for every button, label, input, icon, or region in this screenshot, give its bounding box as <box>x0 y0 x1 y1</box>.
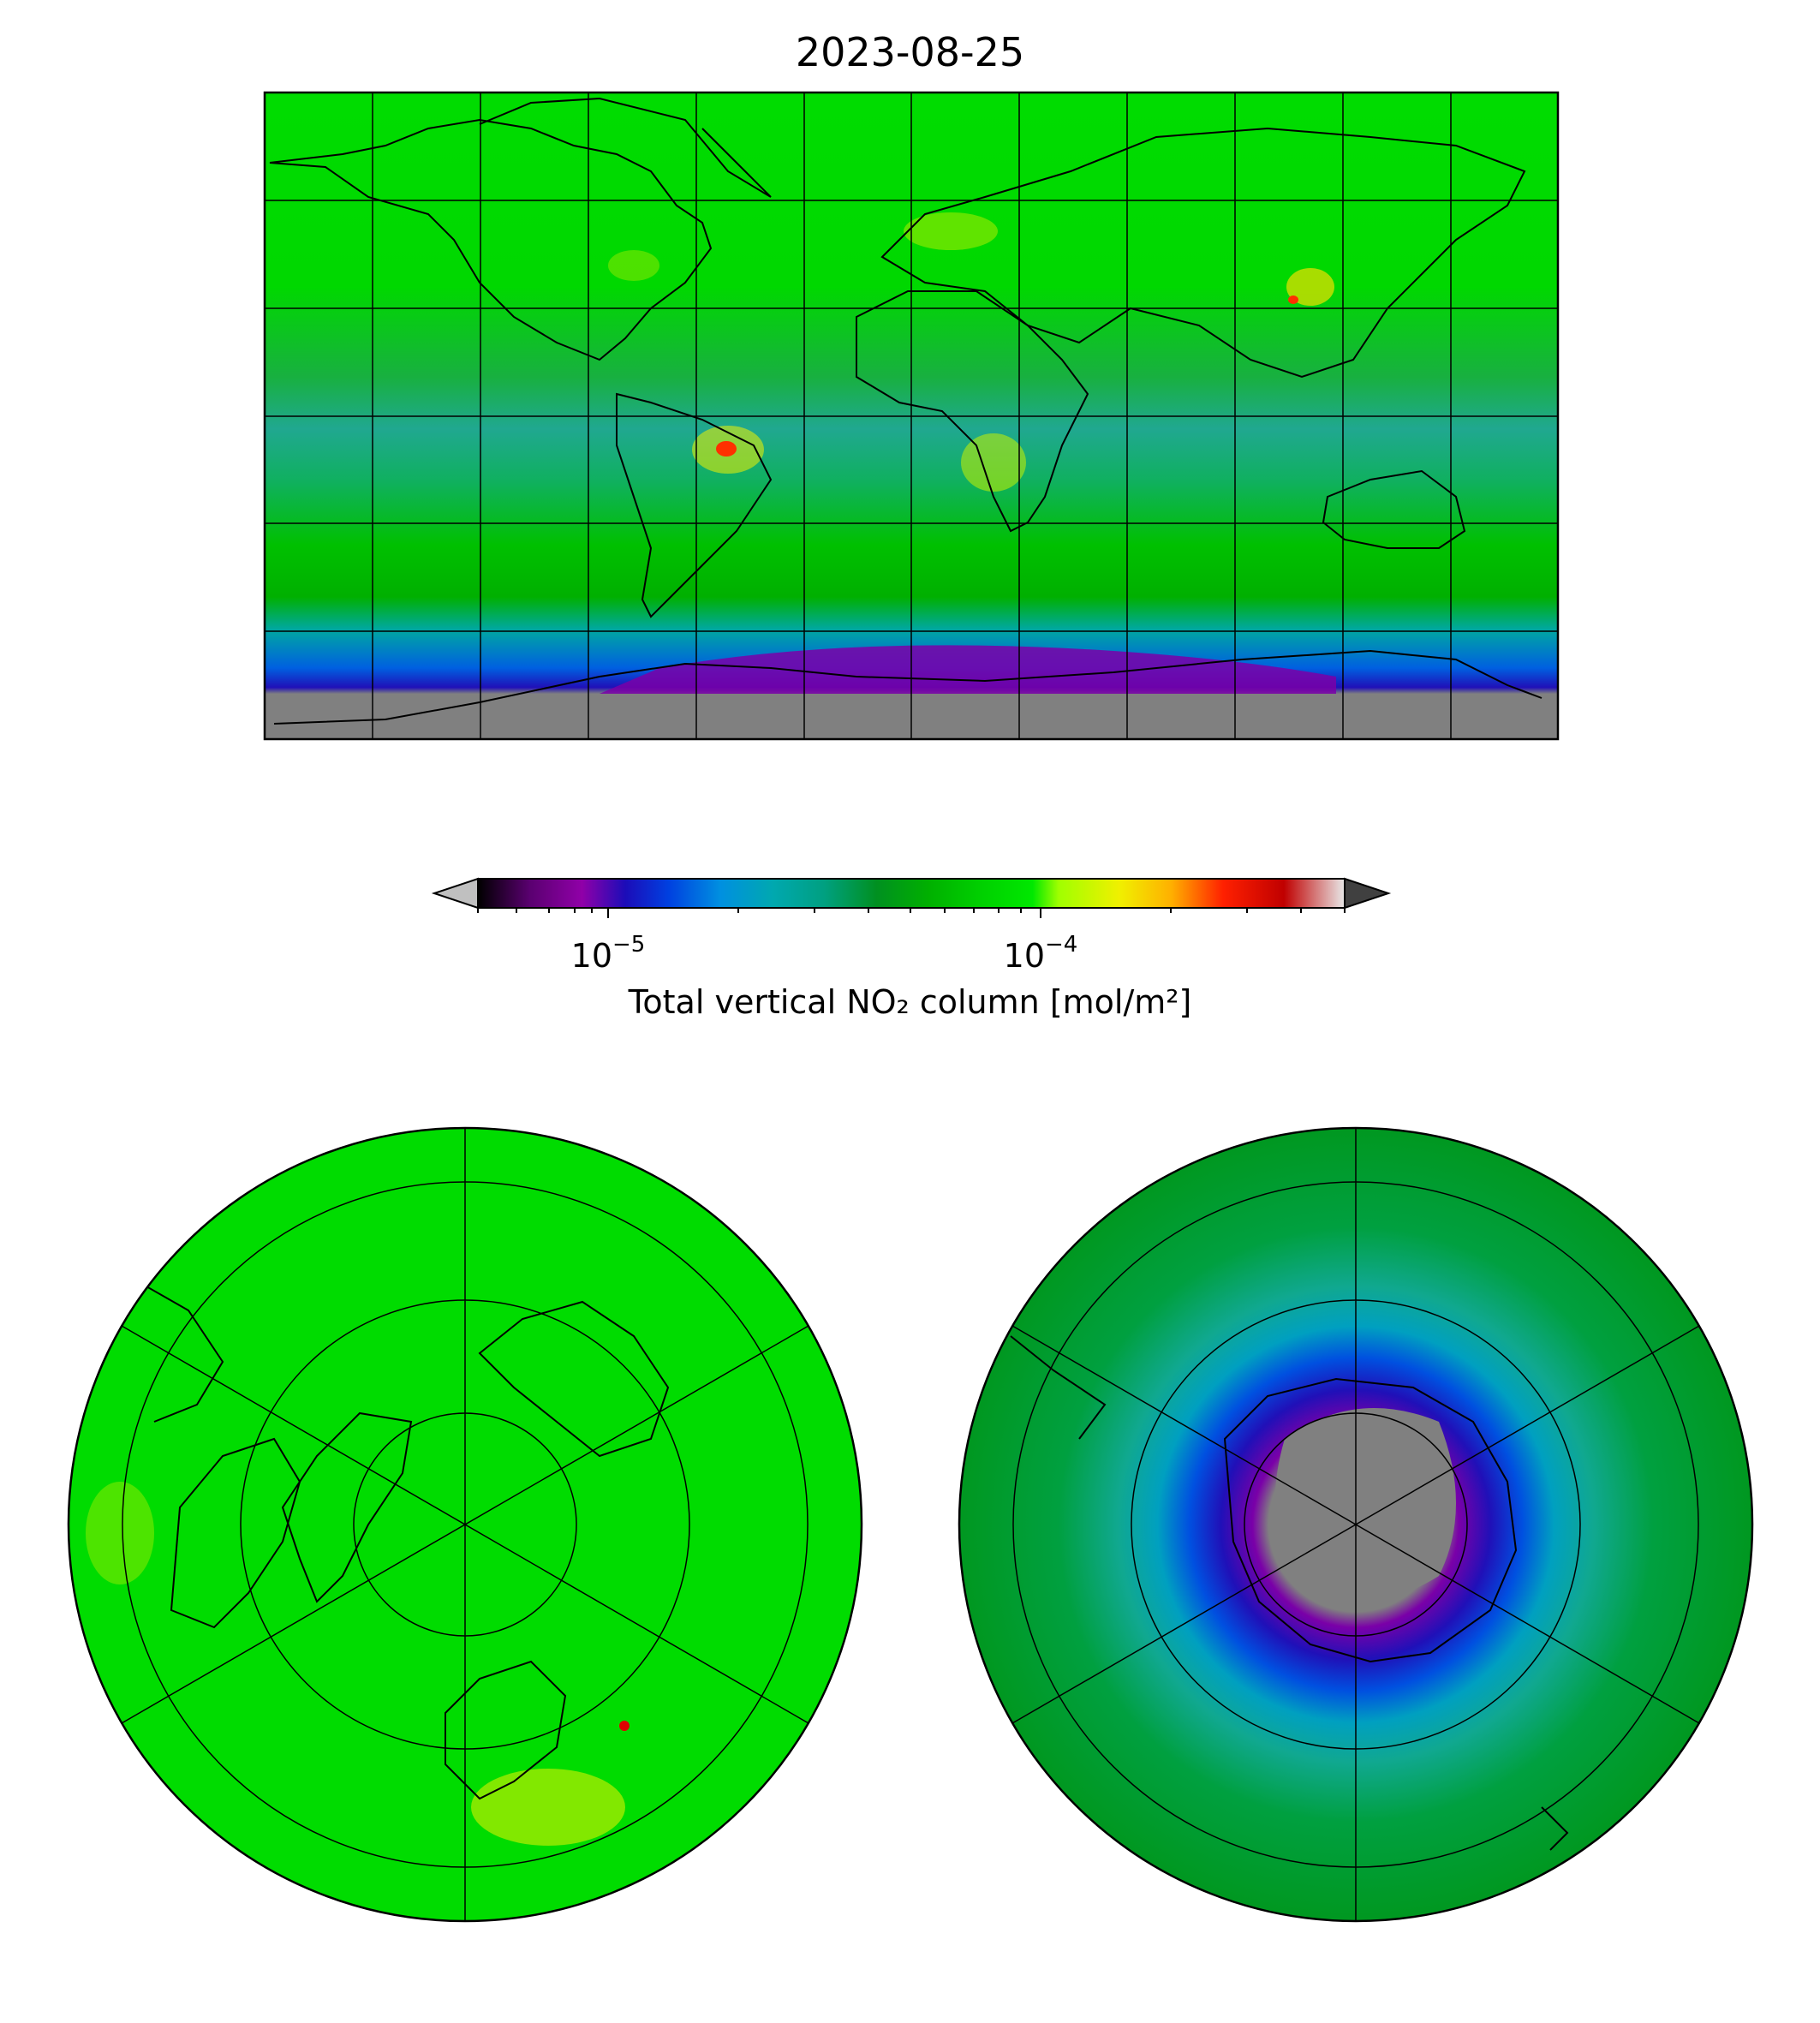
coastline-south-america-tip <box>1010 1335 1107 1440</box>
global-map-gridlines <box>265 92 1558 739</box>
coastline-antarctica <box>273 649 1543 725</box>
south-polar-coastlines <box>1010 1335 1569 1851</box>
coastline-new-zealand <box>1541 1806 1569 1851</box>
colorbar-label: Total vertical NO₂ column [mol/m²] <box>628 983 1192 1021</box>
north-polar-gridlines <box>121 1128 809 1921</box>
coastline-canadian-archipelago <box>170 1437 301 1629</box>
coastline-south-america <box>616 392 773 618</box>
colorbar-over-extension <box>1344 877 1392 910</box>
coastline-north-america <box>269 118 713 361</box>
coastline-greenland <box>281 1411 413 1603</box>
south-polar-no-data <box>1274 1408 1456 1603</box>
hotspot-north-asia-edge <box>86 1482 154 1584</box>
colorbar <box>431 877 1392 918</box>
south-polar-map <box>958 1126 1754 1923</box>
hotspot-east-asia <box>1286 268 1334 306</box>
coastline-antarctica-polar <box>1223 1377 1518 1663</box>
hotspot-south-america-core <box>716 441 737 457</box>
figure-title: 2023-08-25 <box>795 29 1025 75</box>
colorbar-tick-label-1e-5: 10−5 <box>570 932 646 975</box>
global-map-frame <box>263 91 1560 741</box>
hotspot-europe <box>904 212 998 250</box>
coastline-arctic-islands <box>479 97 772 198</box>
hotspot-east-asia-core <box>1288 295 1298 304</box>
coastline-alaska <box>128 1275 224 1423</box>
colorbar-tick-label-1e-4: 10−4 <box>1003 932 1078 975</box>
colorbar-ticks <box>477 908 1346 918</box>
north-polar-frame <box>67 1126 863 1923</box>
colorbar-under-extension <box>431 877 479 910</box>
south-polar-features <box>1010 1335 1569 1851</box>
coastline-scandinavia <box>445 1660 567 1800</box>
antarctic-low-band <box>600 645 1336 694</box>
hotspot-africa <box>961 433 1026 492</box>
north-polar-features <box>86 1275 670 1846</box>
colorbar-gradient <box>477 878 1346 909</box>
global-map <box>263 91 1560 741</box>
hotspot-north-america <box>608 250 659 281</box>
coastline-australia <box>1322 469 1466 549</box>
hotspot-europe-north-core <box>619 1721 630 1731</box>
hotspot-europe-north <box>471 1769 625 1846</box>
south-polar-gridlines <box>1011 1128 1700 1921</box>
global-map-features <box>269 97 1543 725</box>
north-polar-map <box>67 1126 863 1923</box>
south-polar-frame <box>958 1126 1754 1923</box>
